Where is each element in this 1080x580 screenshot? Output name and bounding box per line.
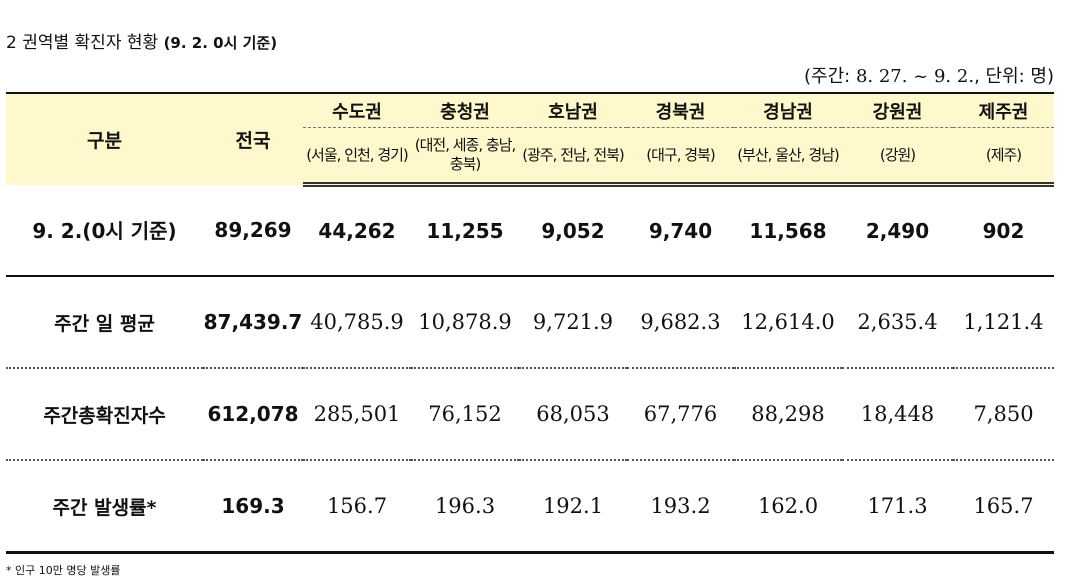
- cell-value: 12,614.0: [734, 276, 842, 369]
- footnote: * 인구 10만 명당 발생률: [6, 564, 121, 577]
- header-region: 충청권: [411, 92, 519, 128]
- row-label: 주간총확진자수: [6, 368, 203, 461]
- table-row: 9. 2.(0시 기준) 89,269 44,262 11,255 9,052 …: [6, 184, 1054, 277]
- cell-nation: 612,078: [203, 368, 303, 461]
- header-region-sub: (부산, 울산, 경남): [734, 127, 842, 187]
- header-region: 강원권: [842, 92, 953, 128]
- cell-value: 7,850: [953, 368, 1054, 461]
- row-label: 주간 발생률*: [6, 460, 203, 554]
- header-region: 경북권: [627, 92, 734, 128]
- header-region: 제주권: [953, 92, 1054, 128]
- cell-value: 171.3: [842, 460, 953, 554]
- cell-value: 2,635.4: [842, 276, 953, 369]
- header-region: 경남권: [734, 92, 842, 128]
- period-range: 8. 27. ~ 9. 2.: [855, 66, 975, 87]
- period-note: (주간: 8. 27. ~ 9. 2., 단위: 명): [804, 66, 1054, 87]
- section-title-basis: (9. 2. 0시 기준): [163, 34, 278, 52]
- table-row: 주간총확진자수 612,078 285,501 76,152 68,053 67…: [6, 368, 1054, 461]
- section-title-main: 2 권역별 확진자 현황: [6, 33, 164, 53]
- header-region: 호남권: [519, 92, 627, 128]
- header-category: 구분: [6, 92, 203, 185]
- cell-value: 9,721.9: [519, 276, 627, 369]
- cell-value: 285,501: [303, 368, 411, 461]
- table-row: 주간 일 평균 87,439.7 40,785.9 10,878.9 9,721…: [6, 276, 1054, 369]
- cell-value: 67,776: [627, 368, 734, 461]
- cell-nation: 89,269: [203, 184, 303, 277]
- section-title: 2 권역별 확진자 현황 (9. 2. 0시 기준): [6, 28, 277, 53]
- cell-value: 11,255: [411, 184, 519, 277]
- table-row: 주간 발생률* 169.3 156.7 196.3 192.1 193.2 16…: [6, 460, 1054, 554]
- cell-value: 196.3: [411, 460, 519, 554]
- cell-nation: 87,439.7: [203, 276, 303, 369]
- cell-value: 902: [953, 184, 1054, 277]
- regional-cases-table: 구분 전국 수도권 충청권 호남권 경북권 경남권 강원권 제주권 (서울, 인…: [6, 92, 1054, 554]
- cell-value: 9,740: [627, 184, 734, 277]
- cell-value: 40,785.9: [303, 276, 411, 369]
- cell-value: 165.7: [953, 460, 1054, 554]
- cell-value: 18,448: [842, 368, 953, 461]
- cell-value: 193.2: [627, 460, 734, 554]
- cell-value: 9,682.3: [627, 276, 734, 369]
- cell-value: 76,152: [411, 368, 519, 461]
- row-label: 9. 2.(0시 기준): [6, 184, 203, 277]
- cell-value: 10,878.9: [411, 276, 519, 369]
- header-region-sub: (서울, 인천, 경기): [303, 127, 411, 187]
- cell-value: 9,052: [519, 184, 627, 277]
- cell-value: 156.7: [303, 460, 411, 554]
- cell-value: 11,568: [734, 184, 842, 277]
- header-nation: 전국: [203, 92, 303, 185]
- header-region-sub: (대전, 세종, 충남, 충북): [411, 127, 519, 187]
- header-region: 수도권: [303, 92, 411, 128]
- cell-value: 1,121.4: [953, 276, 1054, 369]
- header-region-sub: (대구, 경북): [627, 127, 734, 187]
- header-region-sub: (제주): [953, 127, 1054, 187]
- cell-value: 88,298: [734, 368, 842, 461]
- cell-value: 162.0: [734, 460, 842, 554]
- cell-value: 44,262: [303, 184, 411, 277]
- cell-value: 68,053: [519, 368, 627, 461]
- cell-value: 192.1: [519, 460, 627, 554]
- cell-nation: 169.3: [203, 460, 303, 554]
- cell-value: 2,490: [842, 184, 953, 277]
- row-label: 주간 일 평균: [6, 276, 203, 369]
- header-region-sub: (강원): [842, 127, 953, 187]
- header-region-sub: (광주, 전남, 전북): [519, 127, 627, 187]
